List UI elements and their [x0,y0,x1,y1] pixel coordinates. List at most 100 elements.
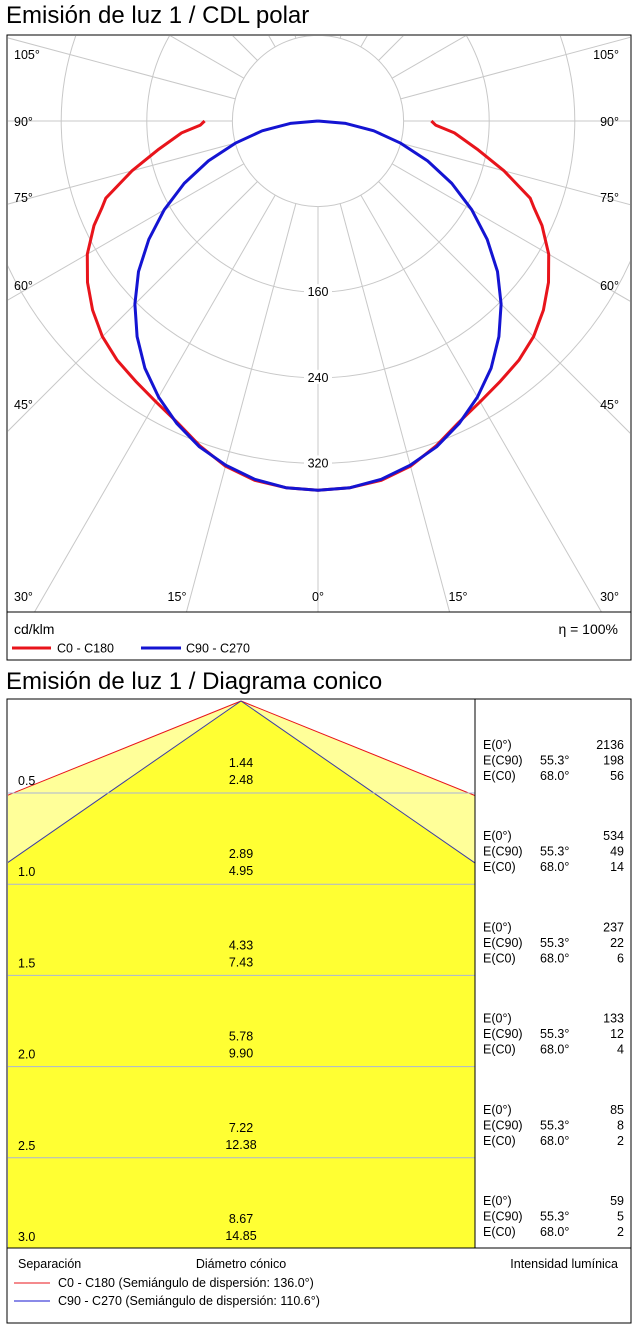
e0-label: E(0°) [483,920,512,934]
ec0-value: 6 [617,951,624,965]
conic-legend-c0: C0 - C180 (Semiángulo de dispersión: 136… [58,1276,314,1290]
cone-c90-fill [8,701,475,1248]
ec90-value: 198 [603,754,624,768]
polar-series [85,119,551,492]
e0-label: E(0°) [483,829,512,843]
ec0-angle: 68.0° [540,1134,569,1148]
separation-label: 2.5 [18,1139,35,1153]
polar-spoke [8,163,245,301]
ec90-angle: 55.3° [540,936,569,950]
ec90-value: 49 [610,845,624,859]
ec0-value: 14 [610,860,624,874]
e0-label: E(0°) [483,1103,512,1117]
e0-value: 237 [603,920,624,934]
ec0-angle: 68.0° [540,860,569,874]
ec0-angle: 68.0° [540,951,569,965]
diameter-c0: 2.48 [229,773,253,787]
polar-angle-label-right: 75° [600,191,619,205]
polar-spoke [400,36,630,100]
legend-label-c90: C90 - C270 [186,642,250,656]
ec90-value: 12 [610,1027,624,1041]
polar-angle-label-right: 30° [600,590,619,604]
polar-chart: 105° 90° 75° 60° 45° 30° 105° 90° 75° 60° 45° 30° 15… [6,34,632,661]
polar-angle-label-left: 90° [14,115,33,129]
ec90-value: 8 [617,1118,624,1132]
footer-diametro: Diámetro cónico [196,1257,286,1271]
ec90-angle: 55.3° [540,1210,569,1224]
ec0-angle: 68.0° [540,769,569,783]
ec90-label: E(C90) [483,936,523,950]
ec90-label: E(C90) [483,1027,523,1041]
polar-angle-label-left: 30° [14,590,33,604]
polar-angle-label-left: 105° [14,48,40,62]
polar-angle-label-right: 45° [600,398,619,412]
polar-spoke [391,163,630,302]
conic-diagram: 0.5 1.44 2.48 E(0°) 2136 E(C90) 55.3° 198 E(C0) 6… [6,698,632,1324]
ec0-value: 2 [617,1225,624,1239]
separation-label: 1.5 [18,956,35,970]
diameter-c90: 8.67 [229,1212,253,1226]
ec90-angle: 55.3° [540,754,569,768]
diameter-c0: 14.85 [225,1229,256,1243]
e0-label: E(0°) [483,1194,512,1208]
ec90-value: 5 [617,1210,624,1224]
ec0-angle: 68.0° [540,1043,569,1057]
diameter-c0: 9.90 [229,1047,253,1061]
polar-spoke [33,194,276,612]
ec0-angle: 68.0° [540,1225,569,1239]
radial-label-bg [304,369,332,384]
cone-c90-edge-right [240,700,475,864]
ec0-label: E(C0) [483,769,516,783]
e0-label: E(0°) [483,738,512,752]
ec0-label: E(C0) [483,860,516,874]
radial-label-bg [304,455,332,470]
e0-value: 133 [603,1012,624,1026]
e0-value: 2136 [596,738,624,752]
separation-label: 2.0 [18,1048,35,1062]
polar-spoke [339,36,342,39]
polar-angle-label-right: 90° [600,115,619,129]
e0-value: 85 [610,1103,624,1117]
ec0-label: E(C0) [483,1225,516,1239]
polar-angle-label-left: 75° [14,191,33,205]
polar-labels: 105° 90° 75° 60° 45° 30° 105° 90° 75° 60° 45° 30° 15… [14,48,619,604]
diameter-c0: 12.38 [225,1138,256,1152]
polar-unit-label: cd/klm [14,621,54,637]
polar-spoke [8,37,236,100]
polar-spoke [400,142,630,206]
e0-value: 59 [610,1194,624,1208]
diameter-c90: 4.33 [229,938,253,952]
polar-spoke [8,142,236,205]
diameter-c90: 7.22 [229,1121,253,1135]
polar-angle-label-left: 45° [14,398,33,412]
polar-chart-title: Emisión de luz 1 / CDL polar [6,2,310,29]
ec0-value: 56 [610,769,624,783]
separation-label: 1.0 [18,865,35,879]
ec0-value: 4 [617,1043,624,1057]
polar-efficiency: η = 100% [558,621,618,637]
polar-angle-label-bottom: 15° [449,590,468,604]
polar-spoke [360,194,603,612]
polar-radial-label: 240 [308,371,329,385]
ec90-angle: 55.3° [540,1027,569,1041]
ec0-label: E(C0) [483,1043,516,1057]
diameter-c90: 1.44 [229,756,253,770]
e0-value: 534 [603,829,624,843]
legend-label-c0: C0 - C180 [57,642,114,656]
polar-spoke [339,203,451,612]
polar-series-c90-c270 [133,119,503,492]
ec90-label: E(C90) [483,845,523,859]
polar-spoke [8,181,258,432]
polar-radial-label: 320 [308,456,329,470]
conic-body: 0.5 1.44 2.48 E(0°) 2136 E(C90) 55.3° 198 E(C0) 6… [8,699,624,1248]
polar-spoke [294,36,297,39]
cone-c90-edge-left [8,700,242,863]
ec90-label: E(C90) [483,1118,523,1132]
ec90-angle: 55.3° [540,845,569,859]
ec90-label: E(C90) [483,754,523,768]
polar-angle-label-right: 105° [593,48,619,62]
polar-spoke [378,181,630,434]
conic-chart-title: Emisión de luz 1 / Diagrama conico [6,668,383,695]
polar-angle-label-bottom: 15° [168,590,187,604]
diameter-c90: 2.89 [229,847,253,861]
